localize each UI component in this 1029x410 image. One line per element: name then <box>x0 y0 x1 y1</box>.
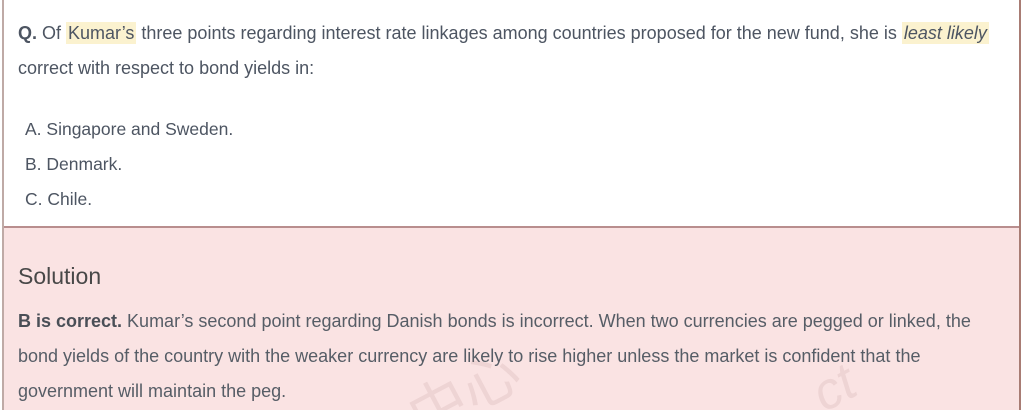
question-section: Q. Of Kumar’s three points regarding int… <box>4 0 1019 226</box>
highlight-kumars: Kumar’s <box>66 22 137 44</box>
solution-text: B is correct. Kumar’s second point regar… <box>18 304 995 409</box>
option-c[interactable]: C. Chile. <box>25 189 93 209</box>
question-text-part-2: three points regarding interest rate lin… <box>136 23 902 43</box>
solution-lead: B is correct. <box>18 311 123 331</box>
solution-section: 中心 ct Solution B is correct. Kumar’s sec… <box>4 226 1019 410</box>
options-list: A. Singapore and Sweden. B. Denmark. C. … <box>18 112 989 217</box>
option-a[interactable]: A. Singapore and Sweden. <box>25 119 234 139</box>
question-text-part-1: Of <box>37 23 67 43</box>
highlight-least-likely: least likely <box>901 22 989 44</box>
question-text-part-3: correct with respect to bond yields in: <box>18 58 315 78</box>
solution-body: Kumar’s second point regarding Danish bo… <box>18 311 971 401</box>
solution-heading: Solution <box>18 263 102 289</box>
question-text: Q. Of Kumar’s three points regarding int… <box>18 16 989 86</box>
question-prefix: Q. <box>18 23 38 43</box>
option-b[interactable]: B. Denmark. <box>25 154 123 174</box>
